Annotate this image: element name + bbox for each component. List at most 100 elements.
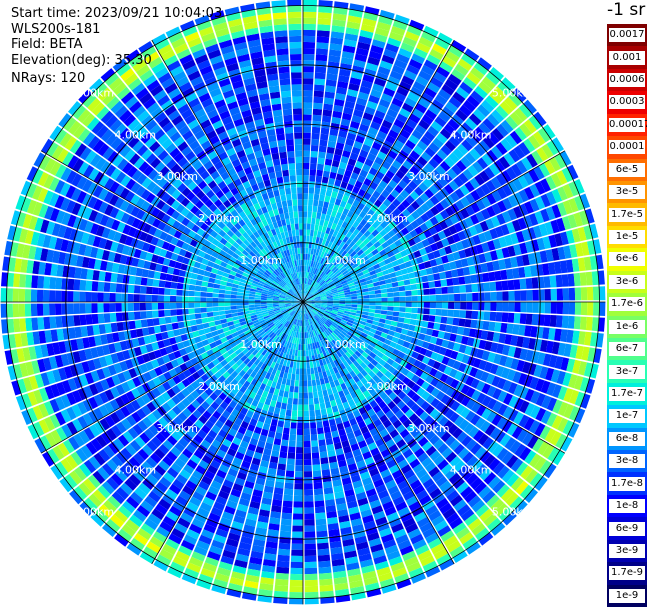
range-gate <box>107 364 117 376</box>
range-gate <box>330 546 343 555</box>
range-gate <box>324 493 335 501</box>
range-gate <box>362 205 370 214</box>
range-gate <box>286 329 291 336</box>
range-gate <box>260 302 267 305</box>
range-gate <box>305 247 309 254</box>
range-gate <box>475 417 486 429</box>
range-gate <box>143 546 158 559</box>
range-gate <box>409 479 422 490</box>
range-gate <box>280 518 292 526</box>
range-gate <box>394 239 403 247</box>
range-gate <box>507 312 515 323</box>
range-gate <box>320 298 327 300</box>
range-gate <box>302 302 303 308</box>
range-gate <box>368 244 377 252</box>
range-gate <box>309 302 316 304</box>
range-gate <box>126 542 142 556</box>
range-gate <box>42 234 52 248</box>
range-gate <box>346 358 353 366</box>
range-gate <box>468 113 482 126</box>
range-gate <box>272 297 280 300</box>
range-gate <box>193 261 202 269</box>
range-gate <box>334 1 349 10</box>
range-gate <box>331 473 341 482</box>
range-gate <box>421 441 433 452</box>
range-gate <box>332 305 340 308</box>
range-gate <box>457 504 471 517</box>
range-gate <box>269 424 277 433</box>
range-gate <box>480 330 489 340</box>
range-gate <box>304 307 308 314</box>
range-gate <box>509 496 524 511</box>
range-gate <box>61 424 73 439</box>
range-gate <box>306 265 309 273</box>
range-gate <box>467 495 482 508</box>
range-gate <box>104 323 112 334</box>
range-gate <box>500 170 512 183</box>
range-gate <box>573 272 581 287</box>
range-gate <box>481 196 491 208</box>
range-gate <box>194 313 202 319</box>
range-gate <box>589 223 599 239</box>
range-gate <box>239 466 249 475</box>
range-gate <box>43 190 54 205</box>
range-gate <box>356 541 369 551</box>
range-gate <box>307 293 312 298</box>
range-gate <box>358 242 366 249</box>
range-gate <box>315 249 320 256</box>
range-gate <box>261 390 269 398</box>
range-gate <box>580 393 591 409</box>
range-gate <box>141 393 151 405</box>
range-gate <box>224 344 232 352</box>
range-gate <box>333 320 340 325</box>
range-gate <box>306 306 312 312</box>
range-gate <box>218 298 225 302</box>
range-gate <box>243 269 251 275</box>
range-gate <box>423 415 434 426</box>
range-gate <box>481 383 491 395</box>
range-gate <box>435 475 448 488</box>
range-gate <box>369 399 378 409</box>
range-gate <box>303 374 308 381</box>
range-gate <box>101 250 110 261</box>
range-gate <box>421 320 429 328</box>
range-gate <box>218 392 227 401</box>
range-gate <box>386 310 394 316</box>
range-gate <box>308 298 315 301</box>
range-gate <box>186 394 196 404</box>
range-gate <box>259 330 266 337</box>
range-gate <box>143 335 152 345</box>
range-gate <box>566 329 574 343</box>
range-gate <box>415 256 424 264</box>
range-gate <box>50 429 62 445</box>
range-gate <box>56 382 66 396</box>
range-gate <box>266 296 274 299</box>
range-gate <box>309 254 313 261</box>
range-gate <box>496 377 507 390</box>
range-gate <box>254 407 262 415</box>
range-gate <box>269 287 276 292</box>
range-gate <box>322 358 327 366</box>
range-gate <box>362 112 374 121</box>
range-gate <box>65 200 76 214</box>
range-gate <box>307 306 312 311</box>
range-gate <box>375 362 383 371</box>
range-gate <box>207 337 215 344</box>
range-gate <box>40 219 50 234</box>
range-gate <box>225 433 235 443</box>
range-gate <box>222 479 234 489</box>
range-gate <box>49 398 60 413</box>
range-gate <box>386 459 397 469</box>
range-gate <box>304 326 307 333</box>
range-gate <box>461 336 469 345</box>
range-gate <box>125 443 137 456</box>
range-gate <box>49 316 57 329</box>
range-gate <box>303 168 310 176</box>
range-gate <box>452 522 467 535</box>
range-gate <box>435 309 442 316</box>
range-gate <box>306 235 310 242</box>
range-gate <box>80 326 88 337</box>
range-gate <box>500 322 508 333</box>
range-gate <box>392 419 402 429</box>
range-gate <box>545 340 554 354</box>
